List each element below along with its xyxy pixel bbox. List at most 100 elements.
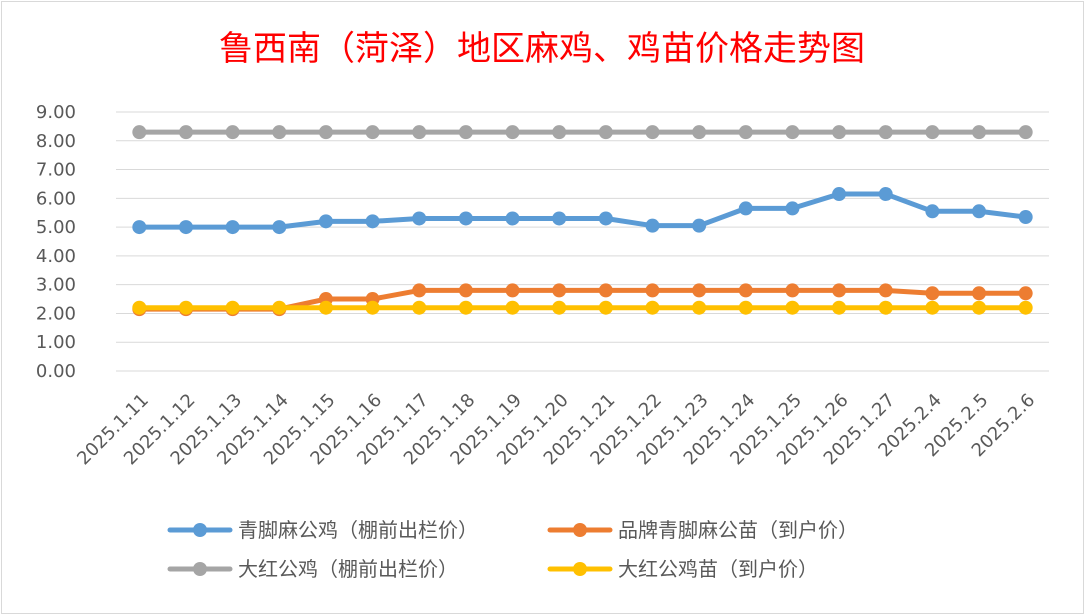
- data-point: [878, 300, 893, 315]
- data-point: [832, 300, 847, 315]
- data-point: [692, 283, 707, 298]
- data-point: [505, 211, 520, 226]
- legend-label: 品牌青脚麻公苗（到户价）: [618, 518, 858, 542]
- data-point: [1018, 125, 1033, 140]
- data-point: [972, 204, 987, 219]
- data-point: [318, 300, 333, 315]
- data-point: [272, 220, 287, 235]
- y-tick-label: 4.00: [36, 246, 76, 267]
- data-point: [785, 125, 800, 140]
- data-point: [925, 125, 940, 140]
- data-point: [738, 125, 753, 140]
- data-point: [178, 300, 193, 315]
- data-point: [505, 125, 520, 140]
- data-point: [552, 125, 567, 140]
- legend-label: 大红公鸡（棚前出栏价）: [238, 557, 458, 581]
- data-point: [552, 300, 567, 315]
- data-point: [878, 187, 893, 202]
- data-point: [925, 204, 940, 219]
- data-point: [458, 283, 473, 298]
- y-tick-label: 0.00: [36, 361, 76, 382]
- legend-swatch-marker: [193, 562, 207, 576]
- data-point: [598, 125, 613, 140]
- y-tick-label: 1.00: [36, 332, 76, 353]
- data-point: [225, 220, 240, 235]
- legend-item: 大红公鸡苗（到户价）: [547, 557, 818, 581]
- data-point: [972, 286, 987, 301]
- data-point: [365, 300, 380, 315]
- y-tick-label: 7.00: [36, 160, 76, 181]
- legend-item: 大红公鸡（棚前出栏价）: [167, 557, 458, 581]
- data-point: [412, 211, 427, 226]
- series-3: [132, 300, 1033, 315]
- series-0: [132, 187, 1033, 235]
- data-point: [785, 201, 800, 216]
- data-point: [925, 300, 940, 315]
- data-point: [458, 211, 473, 226]
- data-point: [318, 125, 333, 140]
- data-point: [178, 220, 193, 235]
- legend-swatch-marker: [573, 562, 587, 576]
- data-point: [925, 286, 940, 301]
- legend-label: 大红公鸡苗（到户价）: [618, 557, 818, 581]
- data-point: [365, 214, 380, 229]
- data-point: [692, 125, 707, 140]
- series-lines: [132, 125, 1033, 317]
- legend-swatch-marker: [573, 523, 587, 537]
- data-point: [225, 300, 240, 315]
- data-point: [1018, 286, 1033, 301]
- data-point: [552, 211, 567, 226]
- y-tick-label: 5.00: [36, 217, 76, 238]
- data-point: [692, 218, 707, 233]
- legend-item: 青脚麻公鸡（棚前出栏价）: [167, 518, 478, 542]
- data-point: [738, 300, 753, 315]
- data-point: [598, 211, 613, 226]
- y-tick-label: 6.00: [36, 188, 76, 209]
- data-point: [132, 220, 147, 235]
- legend: 青脚麻公鸡（棚前出栏价） 品牌青脚麻公苗（到户价） 大红公鸡（棚前出栏价） 大红公鸡苗…: [167, 518, 858, 581]
- y-axis-ticks: 0.00 1.00 2.00 3.00 4.00 5.00 6.00 7.00 8.00 9.00: [36, 102, 76, 382]
- data-point: [878, 283, 893, 298]
- data-point: [832, 187, 847, 202]
- data-point: [785, 300, 800, 315]
- data-point: [132, 125, 147, 140]
- data-point: [645, 218, 660, 233]
- data-point: [458, 300, 473, 315]
- data-point: [272, 300, 287, 315]
- data-point: [598, 300, 613, 315]
- data-point: [972, 300, 987, 315]
- data-point: [645, 300, 660, 315]
- data-point: [365, 125, 380, 140]
- series-line: [136, 191, 1029, 230]
- data-point: [832, 283, 847, 298]
- data-point: [738, 283, 753, 298]
- data-point: [1018, 210, 1033, 225]
- data-point: [645, 125, 660, 140]
- chart-title: 鲁西南（菏泽）地区麻鸡、鸡苗价格走势图: [219, 29, 865, 69]
- data-point: [738, 201, 753, 216]
- data-point: [412, 283, 427, 298]
- data-point: [178, 125, 193, 140]
- y-tick-label: 2.00: [36, 303, 76, 324]
- y-tick-label: 3.00: [36, 275, 76, 296]
- data-point: [318, 214, 333, 229]
- data-point: [272, 125, 287, 140]
- data-point: [458, 125, 473, 140]
- data-point: [832, 125, 847, 140]
- legend-swatch-marker: [193, 523, 207, 537]
- data-point: [645, 283, 660, 298]
- legend-label: 青脚麻公鸡（棚前出栏价）: [238, 518, 478, 542]
- y-tick-label: 9.00: [36, 102, 76, 123]
- y-tick-label: 8.00: [36, 131, 76, 152]
- data-point: [225, 125, 240, 140]
- data-point: [785, 283, 800, 298]
- data-point: [132, 300, 147, 315]
- series-2: [132, 125, 1033, 140]
- data-point: [1018, 300, 1033, 315]
- data-point: [598, 283, 613, 298]
- data-point: [878, 125, 893, 140]
- data-point: [505, 283, 520, 298]
- data-point: [552, 283, 567, 298]
